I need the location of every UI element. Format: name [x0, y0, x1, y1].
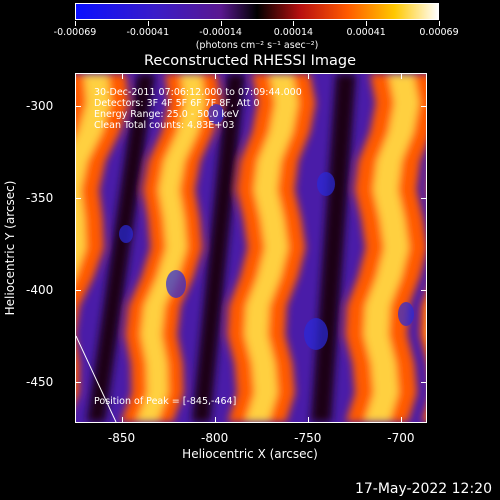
colorbar-tick-label: -0.00069	[53, 27, 97, 38]
emission-band-core	[363, 74, 420, 422]
x-tick	[307, 73, 309, 79]
heatmap-image	[76, 74, 426, 422]
y-tick-label: -400	[26, 283, 54, 298]
x-tick-label: -700	[387, 431, 415, 445]
colorbar-tick-label: -0.00014	[199, 27, 242, 38]
colorbar-tick-label: 0.00069	[419, 27, 459, 38]
emission-band-core	[244, 74, 299, 422]
low-flux-patch	[119, 225, 133, 243]
y-tick-label: -450	[26, 375, 54, 390]
colorbar-tick-label: 0.00014	[273, 27, 314, 38]
y-tick	[75, 106, 81, 108]
peak-position-label: Position of Peak = [-845,-464]	[94, 396, 237, 407]
colorbar	[75, 3, 439, 20]
colorbar-tick-label: 0.00041	[346, 27, 386, 38]
limb-line	[76, 335, 117, 422]
low-flux-patch	[398, 302, 414, 326]
low-flux-patch	[304, 318, 328, 350]
low-flux-patch	[208, 104, 224, 124]
info-algorithm: Clean Total counts: 4.83E+03	[94, 120, 235, 131]
info-energy-range: Energy Range: 25.0 - 50.0 keV	[94, 109, 239, 120]
low-flux-patch	[317, 172, 335, 196]
info-detectors: Detectors: 3F 4F 5F 6F 7F 8F, Att 0	[94, 98, 260, 109]
y-tick-label: -350	[26, 191, 54, 206]
x-tick	[214, 73, 216, 79]
colorbar-tick	[220, 21, 222, 26]
x-tick	[307, 417, 309, 423]
colorbar-tick	[366, 21, 368, 26]
info-time-range: 30-Dec-2011 07:06:12.000 to 07:09:44.000	[94, 87, 302, 98]
emission-band-core	[76, 74, 111, 276]
timestamp: 17-May-2022 12:20	[354, 481, 492, 497]
colorbar-tick	[293, 21, 295, 26]
colorbar-tick	[439, 21, 440, 26]
y-tick	[421, 106, 427, 108]
plot-title: Reconstructed RHESSI Image	[143, 53, 357, 69]
emission-band	[419, 292, 426, 422]
colorbar-tick	[75, 21, 76, 26]
x-axis-title: Heliocentric X (arcsec)	[182, 447, 318, 461]
emission-band-core	[136, 74, 206, 422]
x-tick-label: -800	[201, 431, 229, 445]
dark-trough	[87, 74, 155, 422]
x-tick	[121, 417, 123, 423]
y-tick	[75, 198, 81, 200]
x-tick	[214, 417, 216, 423]
x-tick	[121, 73, 123, 79]
y-tick-label: -300	[26, 99, 54, 114]
x-tick-label: -850	[107, 431, 136, 445]
colorbar-tick	[147, 21, 149, 26]
colorbar-units: (photons cm⁻² s⁻¹ asec⁻²)	[195, 40, 319, 51]
x-tick	[400, 417, 402, 423]
y-tick	[421, 198, 427, 200]
x-tick	[400, 73, 402, 79]
y-tick	[75, 290, 81, 292]
y-tick	[421, 290, 427, 292]
x-tick-label: -750	[294, 431, 322, 445]
y-tick	[75, 382, 81, 384]
y-axis-title: Heliocentric Y (arcsec)	[3, 180, 17, 316]
dark-trough	[192, 74, 245, 422]
low-flux-patch	[166, 270, 186, 298]
colorbar-tick-label: -0.00041	[126, 27, 170, 38]
image-plot: 30-Dec-2011 07:06:12.000 to 07:09:44.000…	[75, 73, 427, 423]
y-tick	[421, 382, 427, 384]
